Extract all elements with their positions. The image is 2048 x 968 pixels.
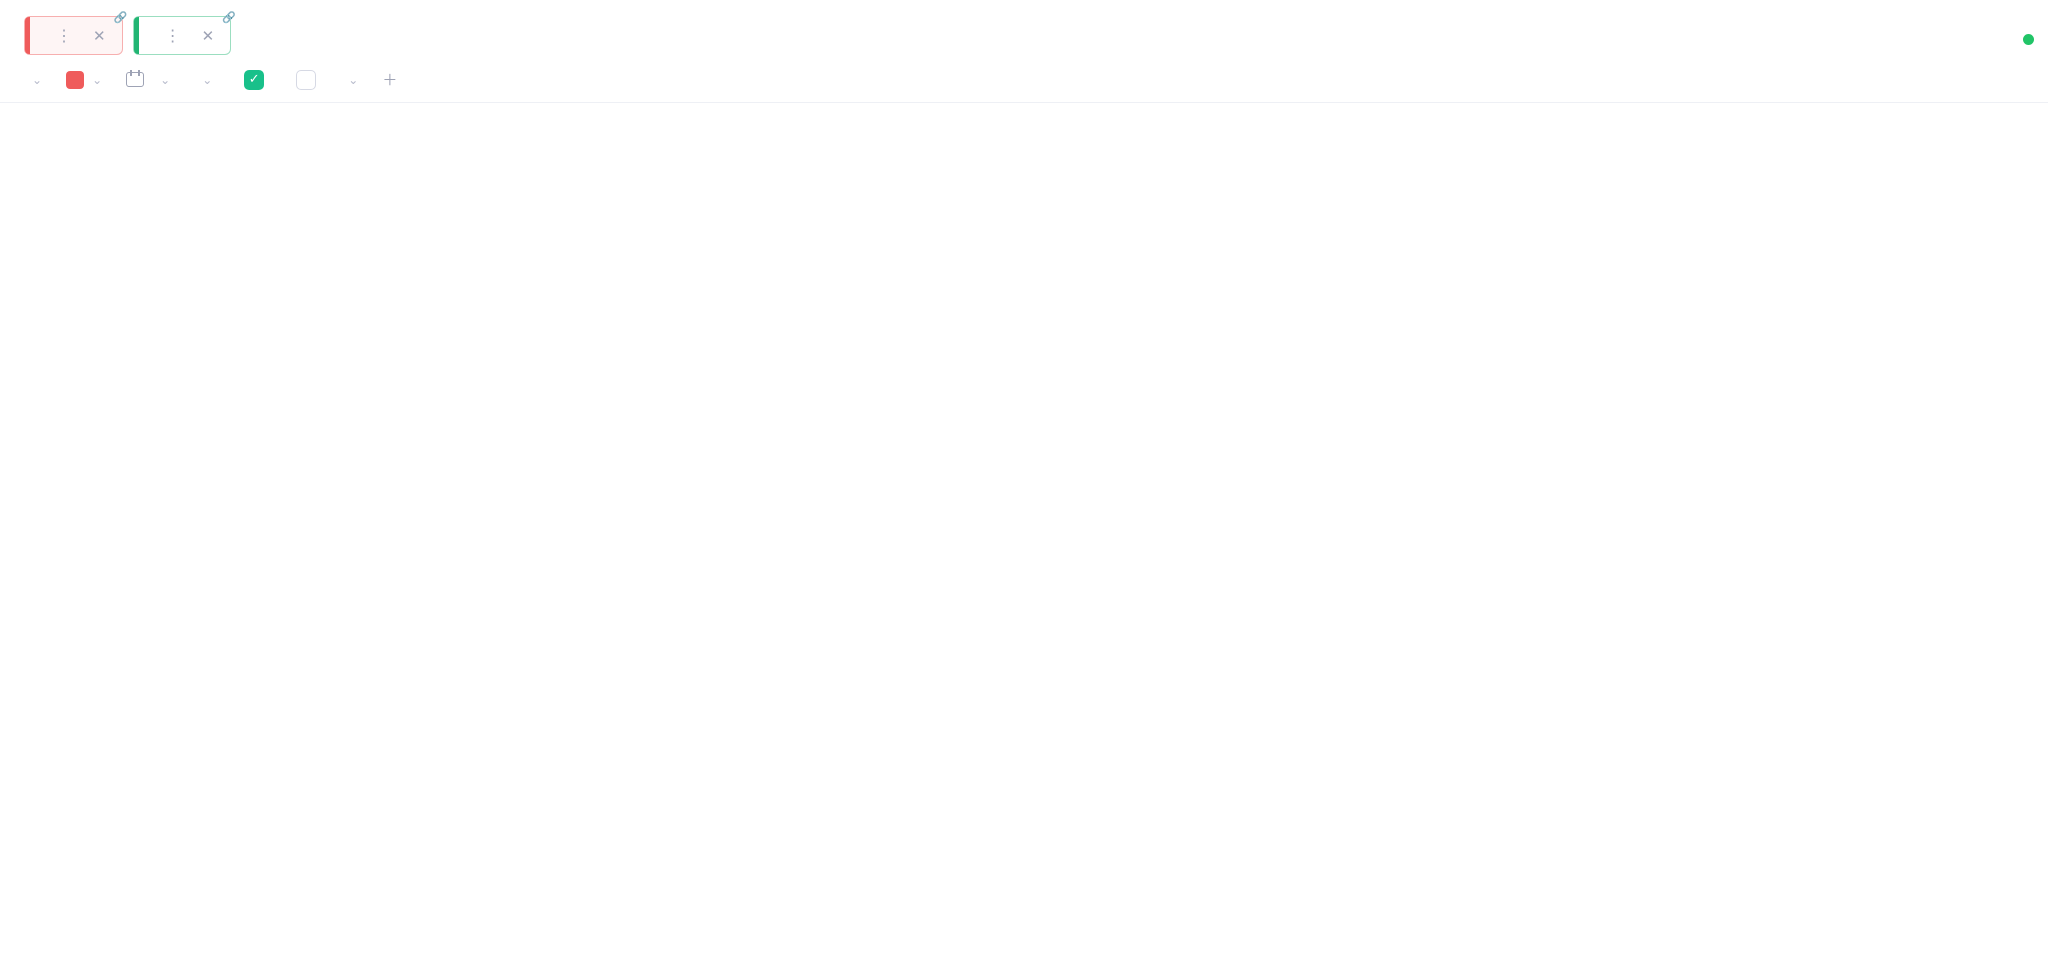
chart-svg	[22, 102, 2038, 968]
indicators-selector[interactable]: ⌄	[194, 73, 212, 87]
chip-color-swatch	[134, 17, 139, 54]
metric-chips-row: ⋮ ✕ 🔗 ⋮ ✕ 🔗	[0, 0, 2048, 65]
series-color-picker[interactable]: ⌄	[66, 71, 102, 89]
axis-minmax-selector[interactable]: ⌄	[340, 73, 358, 87]
chevron-down-icon: ⌄	[202, 73, 212, 87]
chart-area[interactable]	[22, 102, 2038, 968]
pin-axis-toggle[interactable]	[288, 70, 316, 90]
color-swatch	[66, 71, 84, 89]
combine-metrics-button[interactable]: ＋	[382, 69, 405, 90]
chip-menu-icon[interactable]: ⋮	[50, 24, 79, 47]
link-icon: 🔗	[114, 11, 128, 25]
chevron-down-icon: ⌄	[348, 73, 358, 87]
chevron-down-icon: ⌄	[160, 73, 170, 87]
style-selector[interactable]: ⌄	[24, 73, 42, 87]
chart-toolbar: ⌄ ⌄ ⌄ ⌄ ✓ ⌄ ＋	[0, 65, 2048, 103]
calendar-icon	[126, 72, 144, 87]
checkbox-off-icon	[296, 70, 316, 90]
chevron-down-icon: ⌄	[32, 73, 42, 87]
interval-selector[interactable]: ⌄	[126, 72, 170, 87]
chip-color-swatch	[25, 17, 30, 54]
close-icon[interactable]: ✕	[198, 27, 219, 45]
show-axis-toggle[interactable]: ✓	[236, 70, 264, 90]
plus-icon: ＋	[382, 69, 397, 90]
checkbox-on-icon: ✓	[244, 70, 264, 90]
chip-price[interactable]: ⋮ ✕ 🔗	[133, 16, 232, 55]
close-icon[interactable]: ✕	[89, 27, 110, 45]
chip-active-addresses[interactable]: ⋮ ✕ 🔗	[24, 16, 123, 55]
link-icon: 🔗	[222, 11, 236, 25]
chevron-down-icon: ⌄	[92, 73, 102, 87]
status-indicator	[2023, 34, 2034, 45]
chip-menu-icon[interactable]: ⋮	[159, 24, 188, 47]
